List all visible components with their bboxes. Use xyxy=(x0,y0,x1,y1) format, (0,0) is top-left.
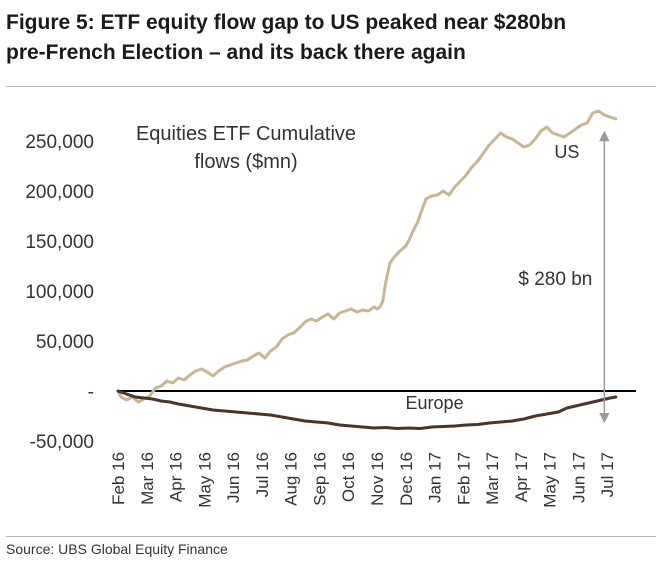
x-tick-label: Oct 16 xyxy=(339,452,358,502)
figure-title-line-2: pre-French Election – and its back there… xyxy=(6,41,466,64)
x-tick-label: Nov 16 xyxy=(368,452,387,506)
x-tick-label: May 17 xyxy=(541,452,560,508)
chart-title-line-2: flows ($mn) xyxy=(194,151,297,173)
x-axis: Feb 16 Mar 16 Apr 16 May 16 Jun 16 Jul 16 Aug … xyxy=(109,452,617,508)
series-label-europe: Europe xyxy=(406,393,464,413)
x-tick-label: Jul 17 xyxy=(598,452,617,497)
x-tick-label: Sep 16 xyxy=(310,452,329,506)
source-divider xyxy=(6,536,656,537)
x-tick-label: Aug 16 xyxy=(282,452,301,506)
x-tick-label: Apr 17 xyxy=(512,452,531,502)
y-tick-label: - xyxy=(88,382,94,403)
y-axis: 250,000 200,000 150,000 100,000 50,000 - -50,0… xyxy=(25,132,94,453)
series-layer xyxy=(116,109,618,430)
x-tick-label: Jun 17 xyxy=(569,452,588,503)
x-tick-label: Apr 16 xyxy=(167,452,186,502)
x-tick-label: Dec 16 xyxy=(397,452,416,506)
series-line-europe xyxy=(116,389,618,430)
x-tick-label: Mar 17 xyxy=(483,452,502,505)
x-tick-label: May 16 xyxy=(195,452,214,508)
source-note: Source: UBS Global Equity Finance xyxy=(6,541,228,557)
title-divider xyxy=(6,86,656,87)
x-tick-label: Feb 16 xyxy=(109,452,128,505)
chart: 250,000 200,000 150,000 100,000 50,000 - -50,0… xyxy=(25,109,636,508)
y-tick-label: -50,000 xyxy=(30,432,94,453)
x-tick-label: Feb 17 xyxy=(454,452,473,505)
y-tick-label: 50,000 xyxy=(36,332,94,353)
y-tick-label: 200,000 xyxy=(25,182,94,203)
chart-title-line-1: Equities ETF Cumulative xyxy=(136,123,356,145)
annotation-layer: US Europe $ 280 bn xyxy=(406,130,610,424)
y-tick-label: 100,000 xyxy=(25,282,94,303)
series-line-us xyxy=(116,109,618,404)
x-tick-label: Mar 16 xyxy=(138,452,157,505)
series-label-us: US xyxy=(554,142,579,162)
gap-label: $ 280 bn xyxy=(518,269,592,290)
figure-title: Figure 5: ETF equity flow gap to US peak… xyxy=(6,8,656,68)
y-tick-label: 150,000 xyxy=(25,232,94,253)
x-tick-label: Jan 17 xyxy=(426,452,445,503)
x-tick-label: Jul 16 xyxy=(253,452,272,497)
x-tick-label: Jun 16 xyxy=(224,452,243,503)
y-tick-label: 250,000 xyxy=(25,132,94,153)
figure-title-line-1: Figure 5: ETF equity flow gap to US peak… xyxy=(6,11,567,34)
